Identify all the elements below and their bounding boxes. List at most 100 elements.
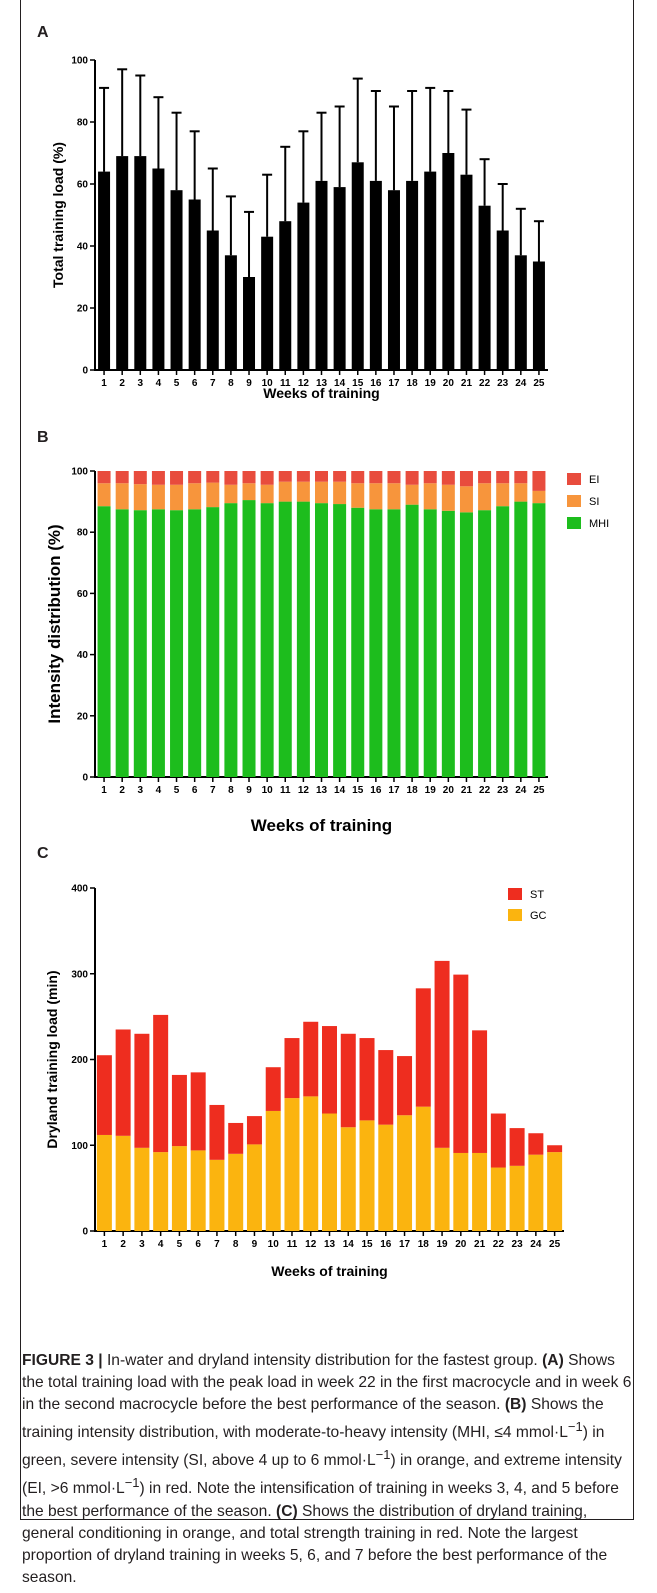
x-tick-label: 18 bbox=[407, 378, 419, 389]
bar bbox=[151, 484, 165, 510]
x-tick-label: 23 bbox=[512, 1239, 524, 1250]
x-tick-label: 1 bbox=[101, 378, 107, 389]
x-tick-label: 7 bbox=[210, 785, 216, 796]
bar bbox=[387, 471, 401, 484]
bar bbox=[303, 1096, 319, 1231]
bar bbox=[242, 471, 256, 484]
bar bbox=[514, 483, 528, 502]
x-tick-label: 20 bbox=[443, 378, 455, 389]
bar bbox=[333, 187, 346, 370]
x-tick-label: 11 bbox=[287, 1239, 298, 1250]
caption-b-text: ) in red. Note the intensification of tr… bbox=[22, 1480, 619, 1520]
y-tick-label: 60 bbox=[77, 589, 89, 600]
bar bbox=[441, 471, 455, 485]
bar bbox=[351, 471, 365, 484]
y-tick-label: 100 bbox=[71, 467, 88, 478]
x-axis-title: Weeks of training bbox=[263, 385, 379, 401]
x-tick-label: 22 bbox=[493, 1239, 505, 1250]
bar bbox=[322, 1113, 337, 1231]
bar bbox=[528, 1154, 544, 1231]
bar bbox=[246, 1144, 262, 1231]
x-tick-label: 11 bbox=[280, 785, 291, 796]
bar bbox=[434, 1147, 450, 1231]
bar bbox=[260, 503, 274, 777]
bar bbox=[190, 1150, 206, 1231]
bar bbox=[434, 960, 450, 1148]
x-tick-label: 10 bbox=[262, 378, 274, 389]
bar bbox=[378, 1050, 394, 1125]
x-tick-label: 2 bbox=[120, 1239, 126, 1250]
bar bbox=[296, 471, 310, 482]
x-tick-label: 5 bbox=[174, 378, 180, 389]
bar bbox=[315, 471, 328, 482]
bar bbox=[478, 471, 492, 484]
caption-c-text: Shows the distribution of dryland traini… bbox=[22, 1502, 608, 1586]
bar bbox=[243, 277, 256, 370]
bar bbox=[472, 1030, 488, 1153]
x-tick-label: 22 bbox=[479, 378, 491, 389]
bar bbox=[406, 180, 419, 370]
x-tick-label: 5 bbox=[177, 1239, 183, 1250]
legend-label: EI bbox=[589, 474, 599, 486]
bar bbox=[397, 1056, 413, 1116]
bar bbox=[472, 1152, 488, 1231]
bar bbox=[532, 471, 546, 491]
bar bbox=[514, 255, 527, 370]
y-tick-label: 40 bbox=[77, 650, 89, 661]
bar bbox=[387, 509, 401, 777]
bar bbox=[369, 180, 382, 370]
legend-label: ST bbox=[530, 889, 544, 901]
bar bbox=[188, 509, 202, 777]
legend-label: GC bbox=[530, 910, 547, 922]
x-tick-label: 15 bbox=[361, 1239, 373, 1250]
x-tick-label: 22 bbox=[479, 785, 491, 796]
x-tick-label: 8 bbox=[233, 1239, 239, 1250]
panel-b: B 0 20 40 60 80 100 1 2 3 4 5 6 7 8 9 10 11 12 13 14 15 16 17 1… bbox=[37, 429, 609, 835]
x-tick-label: 8 bbox=[228, 785, 234, 796]
bar bbox=[190, 1072, 206, 1151]
bar bbox=[188, 483, 202, 510]
x-tick-label: 25 bbox=[549, 1239, 561, 1250]
x-tick-label: 14 bbox=[334, 785, 346, 796]
bar bbox=[153, 1152, 169, 1231]
bar bbox=[315, 481, 328, 504]
caption-intro: In-water and dryland intensity distribut… bbox=[106, 1352, 538, 1369]
y-tick-label: 80 bbox=[77, 528, 89, 539]
x-tick-label: 24 bbox=[515, 378, 527, 389]
bar bbox=[278, 481, 292, 502]
bar bbox=[151, 471, 165, 485]
x-tick-label: 15 bbox=[352, 378, 364, 389]
legend-swatch bbox=[508, 909, 522, 921]
bar bbox=[441, 510, 455, 777]
bar bbox=[423, 509, 437, 777]
bar bbox=[133, 471, 147, 485]
bar bbox=[206, 471, 220, 483]
figure-label: FIGURE 3 | bbox=[22, 1352, 103, 1369]
bar bbox=[209, 1104, 225, 1160]
bar bbox=[170, 471, 184, 485]
figure-caption: FIGURE 3 | In-water and dryland intensit… bbox=[22, 1350, 634, 1589]
bar bbox=[209, 1159, 225, 1231]
y-tick-label: 40 bbox=[77, 242, 89, 253]
bar bbox=[279, 221, 292, 370]
bar bbox=[460, 174, 473, 370]
bar bbox=[509, 1165, 525, 1231]
caption-a-label: (A) bbox=[542, 1352, 564, 1369]
y-tick-label: 0 bbox=[82, 1227, 88, 1238]
bar bbox=[115, 1029, 131, 1136]
x-tick-label: 16 bbox=[370, 378, 382, 389]
bar bbox=[296, 481, 310, 502]
x-tick-label: 4 bbox=[156, 378, 162, 389]
bar bbox=[115, 1135, 131, 1231]
caption-b-superscript: −1 bbox=[124, 1475, 140, 1491]
bar bbox=[478, 483, 492, 511]
bar bbox=[188, 471, 202, 484]
x-tick-label: 20 bbox=[455, 1239, 467, 1250]
bar bbox=[134, 1147, 150, 1231]
bar bbox=[265, 1067, 281, 1111]
x-tick-label: 18 bbox=[407, 785, 419, 796]
x-tick-label: 1 bbox=[101, 785, 107, 796]
bar bbox=[490, 1113, 506, 1168]
